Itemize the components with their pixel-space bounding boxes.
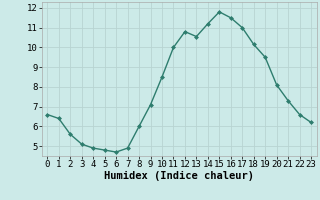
X-axis label: Humidex (Indice chaleur): Humidex (Indice chaleur) (104, 171, 254, 181)
